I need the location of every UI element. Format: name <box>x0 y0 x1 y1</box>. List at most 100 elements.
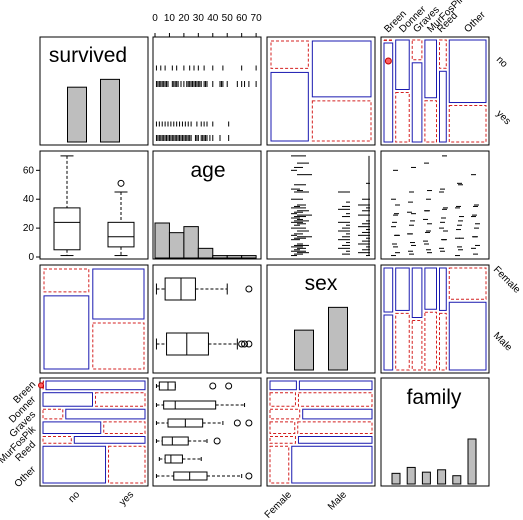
age-hist-bar-3 <box>197 247 214 259</box>
tile-survived-no-family-Reed <box>439 39 447 69</box>
box-age-family-Graves-outlier-1 <box>245 419 253 427</box>
box-age-family-Breen-outlier-1 <box>225 382 233 390</box>
panel-frame-survived-sex <box>266 36 376 146</box>
top-age-tick-label-40: 40 <box>207 13 219 24</box>
box-age-sex-Male-outlier-2 <box>245 340 253 348</box>
panel-frame-age-survived <box>39 150 149 260</box>
tile-sex-Male-family-Donner <box>395 312 410 371</box>
left-age-tick-label-0: 0 <box>28 252 34 263</box>
var-label-sex: sex <box>305 272 338 295</box>
tile-family-Donner-sex-Male <box>297 392 373 407</box>
age-hist-bar-6 <box>241 255 257 259</box>
tile-survived-yes-sex-Male <box>311 100 372 142</box>
tile-sex-Female-family-Graves <box>411 267 423 318</box>
survived-bar-1 <box>100 78 120 143</box>
tile-sex-Female-family-Donner <box>395 267 410 311</box>
family-bar-Donner <box>406 466 416 485</box>
tile-family-Breen-sex-Female <box>269 380 297 391</box>
tile-family-Other-sex-Male <box>291 445 373 484</box>
age-hist-bar-4 <box>212 255 228 259</box>
box-age-family-Other-box <box>173 471 208 481</box>
tile-family-Graves-survived-yes <box>65 408 146 420</box>
survived-bar-0 <box>67 86 87 143</box>
tile-sex-Female-survived-no <box>43 268 90 293</box>
box-age-family-Graves-outlier-0 <box>233 419 241 427</box>
tile-family-Graves-sex-Male <box>302 408 373 420</box>
box-age-survived-no-box <box>53 207 81 251</box>
var-label-survived: survived <box>49 44 127 67</box>
tile-survived-yes-family-Graves <box>411 62 423 143</box>
panel-frame-sex-survived <box>39 264 149 374</box>
tile-survived-no-sex-Female <box>270 40 309 69</box>
top-age-tick-label-10: 10 <box>164 13 176 24</box>
tile-sex-Male-survived-yes <box>92 322 145 370</box>
panel-frame-survived-age <box>152 36 262 146</box>
tile-survived-yes-family-Breen <box>383 42 394 143</box>
tile-family-MurFosPik-sex-Male <box>297 421 373 434</box>
panel-frame-family-survived <box>39 377 149 487</box>
tile-family-Breen-sex-Male <box>298 380 373 391</box>
panel-frame-family-sex <box>266 377 376 487</box>
tile-survived-no-family-Graves <box>411 39 423 61</box>
tile-sex-Female-survived-yes <box>92 268 145 320</box>
tile-sex-Female-family-Breen <box>383 267 394 313</box>
top-age-tick-label-30: 30 <box>193 13 205 24</box>
panel-frame-sex-sex <box>266 264 376 374</box>
top-age-tick-label-70: 70 <box>251 13 263 24</box>
box-age-survived-yes-box <box>107 221 135 248</box>
tile-survived-no-family-Other <box>448 39 487 104</box>
panel-frame-age-sex <box>266 150 376 260</box>
left-label-family-Other: Other <box>13 464 39 490</box>
tile-family-Breen-survived-no <box>42 380 44 391</box>
tile-survived-no-family-Donner <box>395 39 410 90</box>
bottom-label-yes: yes <box>117 489 136 508</box>
tile-family-MurFosPik-survived-yes <box>103 421 146 434</box>
tile-family-Other-sex-Female <box>269 445 290 484</box>
panel-frame-family-age <box>152 377 262 487</box>
age-hist-bar-2 <box>183 226 199 259</box>
tile-family-Donner-sex-Female <box>269 392 296 407</box>
panel-frame-survived-family <box>380 36 490 146</box>
right-label-yes: yes <box>494 108 513 127</box>
tile-survived-yes-family-Other <box>448 105 487 143</box>
tile-survived-no-family-Breen <box>383 39 394 41</box>
sex-bar-0 <box>294 329 314 371</box>
family-bar-Breen <box>391 472 401 485</box>
tile-sex-Female-family-Other <box>448 267 487 300</box>
box-age-family-Reed-box <box>164 454 183 464</box>
tile-family-Graves-survived-no <box>42 408 64 420</box>
tile-sex-Female-family-Reed <box>439 267 447 311</box>
tile-sex-Male-survived-no <box>43 295 90 370</box>
tile-survived-yes-sex-Female <box>270 71 309 142</box>
box-age-family-MurFosPik-outlier-0 <box>213 437 221 445</box>
tile-sex-Male-family-Graves <box>411 320 423 371</box>
tile-survived-no-family-MurFosPik <box>424 39 437 99</box>
top-age-tick-label-60: 60 <box>236 13 248 24</box>
bottom-label-no: no <box>66 489 82 505</box>
box-age-sex-Male-outlier-0 <box>238 340 246 348</box>
box-age-sex-Male-outlier-1 <box>241 340 249 348</box>
panel-frame-sex-age <box>152 264 262 374</box>
sex-bar-1 <box>328 306 348 371</box>
tile-survived-yes-family-Donner <box>395 92 410 143</box>
left-age-tick-label-60: 60 <box>23 165 35 176</box>
tile-family-Reed-survived-no <box>42 436 72 444</box>
tile-family-Other-survived-no <box>42 445 107 484</box>
tile-family-Graves-sex-Female <box>269 408 301 420</box>
tile-sex-Male-family-Other <box>448 301 487 371</box>
family-bar-Graves <box>421 471 431 485</box>
box-age-family-Other-outlier-0 <box>245 472 253 480</box>
tile-family-Reed-sex-Female <box>269 436 296 444</box>
bottom-label-Male: Male <box>326 489 349 512</box>
panel-frame-survived-survived <box>39 36 149 146</box>
tile-sex-Male-family-Breen <box>383 314 394 371</box>
box-age-family-Donner-box <box>163 400 217 410</box>
tile-family-Reed-sex-Male <box>297 436 373 444</box>
var-label-age: age <box>190 159 225 182</box>
top-age-tick-label-50: 50 <box>222 13 234 24</box>
box-age-family-Breen-outlier-0 <box>209 382 217 390</box>
tile-survived-no-sex-Male <box>311 40 372 98</box>
tile-family-MurFosPik-sex-Female <box>269 421 296 434</box>
panel-frame-age-family <box>380 150 490 260</box>
